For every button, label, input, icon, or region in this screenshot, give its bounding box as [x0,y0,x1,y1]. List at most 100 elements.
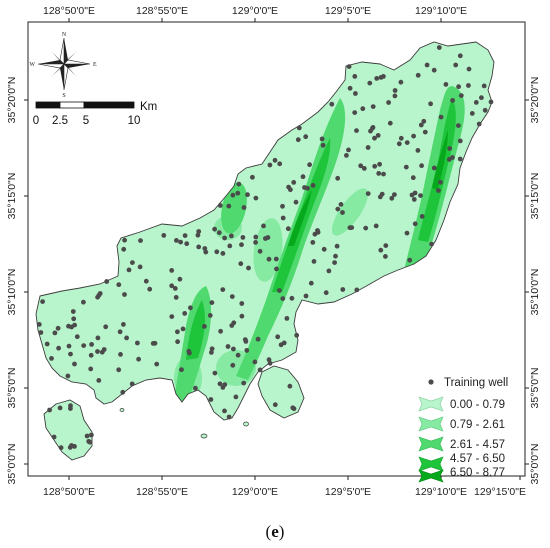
training-well-point [173,295,179,300]
training-well-point [373,223,379,229]
training-well-point [307,162,312,168]
training-well-point [66,323,71,329]
training-well-point [277,161,283,167]
legend-swatch [418,436,444,452]
compass-south-label: S [62,93,65,99]
y-tick-label-right: 35°15'0"N [529,173,541,220]
training-well-point [202,324,207,329]
training-well-point [116,282,122,288]
y-tick-label-left: 35°15'0"N [6,173,18,220]
training-well-point [88,352,94,358]
compass-north-label: N [62,32,67,38]
training-well-point [340,287,346,292]
training-well-point [365,145,371,150]
training-well-point [72,361,77,367]
training-well-point [354,287,360,293]
training-well-point [381,74,386,79]
training-well-point [415,148,421,153]
training-wells-layer [36,45,494,451]
training-well-point [244,348,250,353]
study-area-outline [35,41,495,421]
training-well-point [188,305,193,311]
training-well-point [296,125,302,131]
training-well-point [130,260,135,265]
x-tick-label-bottom: 128°55'0"E [136,486,188,498]
training-well-point [103,324,109,330]
training-well-point [466,66,472,72]
training-well-point [457,156,463,162]
training-well-point [229,233,234,239]
training-well-point [272,157,278,163]
training-well-point [392,93,398,99]
training-well-point [443,82,449,87]
training-well-point [81,343,87,348]
training-well-point [284,316,290,321]
training-well-point [375,133,381,138]
training-well-point [418,122,424,128]
training-well-point [429,241,434,247]
training-well-point [378,247,384,253]
training-well-point [479,95,484,101]
training-well-point [446,157,452,162]
training-well-point [347,85,353,91]
training-well-point [383,243,389,249]
training-well-point [481,83,487,89]
training-well-point [96,292,102,298]
training-well-point [396,141,402,147]
training-well-point [372,135,377,141]
training-well-point [96,378,102,383]
training-well-point [431,67,437,73]
training-well-point [241,205,247,210]
training-well-point [116,367,122,373]
yeongdo-island [257,365,305,419]
training-well-point [193,385,198,391]
training-well-point [252,359,258,365]
training-well-point [344,153,349,158]
training-well-point [447,146,453,151]
training-well-point [319,136,325,142]
x-tick-label-bottom: 128°50'0"E [43,486,95,498]
scale-label: 5 [83,115,89,127]
training-well-point [147,286,153,292]
training-well-point [87,439,93,445]
training-well-point [186,348,192,354]
training-well-point [212,226,218,232]
scale-label: 0 [33,115,39,127]
training-well-point [438,114,444,120]
legend-class-label: 0.00 - 0.79 [450,399,505,411]
training-well-point [453,62,459,68]
training-well-point [419,214,425,219]
compass-rose-icon: N S E W [29,32,97,99]
training-well-point [240,235,246,240]
training-well-point [257,248,263,254]
training-well-point [255,336,261,342]
training-well-point [196,229,202,234]
training-well-point [311,259,317,264]
y-tick-label-right: 35°0'0"N [529,444,541,485]
training-well-point [338,202,344,207]
training-well-point [81,299,86,305]
training-well-point [415,72,421,78]
training-well-point [88,366,94,372]
training-well-point [412,190,418,196]
training-well-point [261,223,266,229]
training-well-point [40,299,45,304]
training-well-point [458,93,464,98]
islet [243,421,249,427]
training-well-point [277,288,282,293]
training-well-point [305,185,310,191]
training-well-point [89,432,94,438]
training-well-point [172,286,178,291]
training-well-point [179,367,184,373]
training-well-point [469,111,475,116]
training-well-point [334,243,340,249]
training-well-point [203,249,209,255]
training-well-point [44,341,50,347]
training-well-point [280,296,286,301]
training-well-point [196,244,202,250]
training-well-point [386,100,391,105]
training-well-point [290,405,296,411]
training-well-point [466,83,471,88]
training-well-point [138,238,143,244]
training-well-point [209,300,215,305]
